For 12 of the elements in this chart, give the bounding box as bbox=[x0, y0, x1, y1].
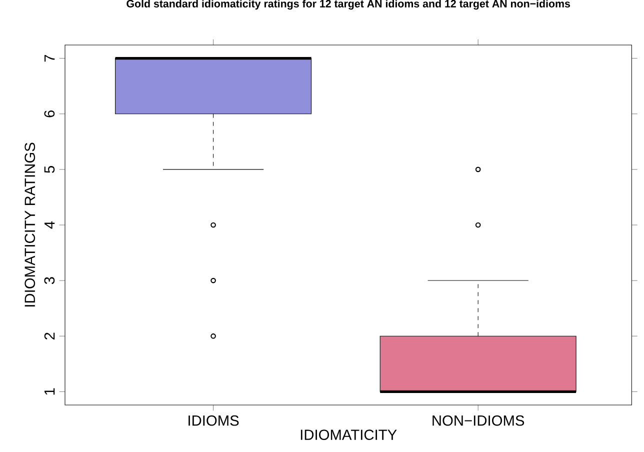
y-tick-label: 7 bbox=[44, 54, 55, 62]
y-tick-label: 3 bbox=[44, 277, 55, 284]
y-tick-label: 5 bbox=[44, 166, 55, 173]
y-tick-label: 2 bbox=[44, 332, 55, 340]
y-axis-title: IDIOMATICITY RATINGS bbox=[24, 142, 36, 306]
chart-title: Gold standard idiomaticity ratings for 12 target AN idioms and 12 target AN non−idioms bbox=[126, 0, 570, 10]
x-tick-label: NON−IDIOMS bbox=[432, 415, 524, 426]
x-axis-title: IDIOMATICITY bbox=[300, 430, 397, 440]
y-tick-label: 6 bbox=[44, 110, 55, 118]
x-tick-label: IDIOMS bbox=[188, 415, 239, 426]
y-tick-label: 4 bbox=[44, 221, 55, 229]
y-tick-label: 1 bbox=[44, 388, 55, 395]
